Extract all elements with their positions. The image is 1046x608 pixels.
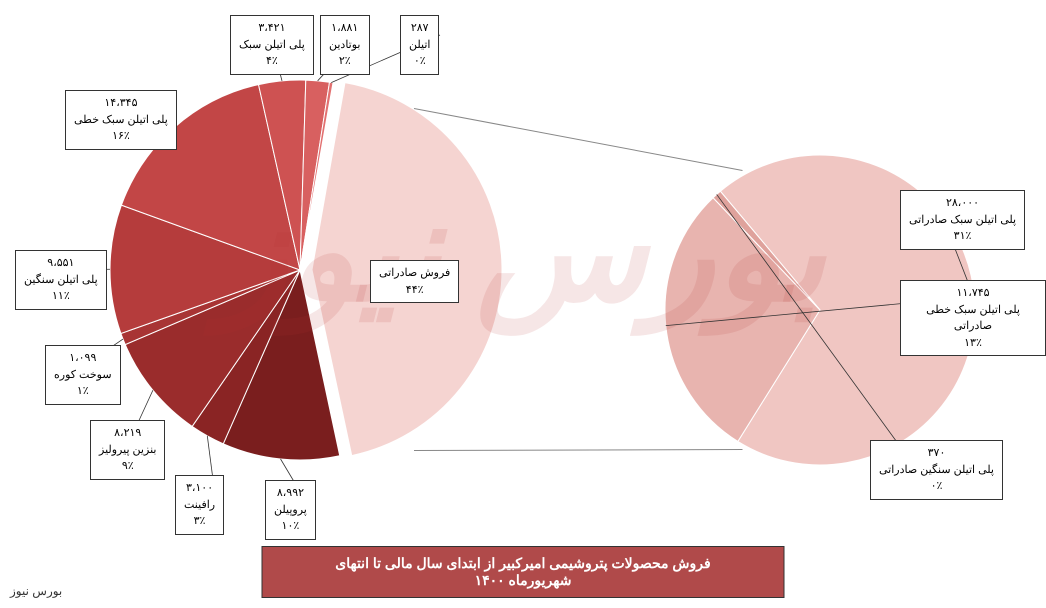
chart-label: ۳۷۰پلی اتیلن سنگین صادراتی۰٪	[870, 440, 1003, 500]
chart-label: ۱۴،۳۴۵پلی اتیلن سبک خطی۱۶٪	[65, 90, 177, 150]
chart-label: ۲۸۷اتیلن۰٪	[400, 15, 439, 75]
chart-label: ۳،۴۲۱پلی اتیلن سبک۴٪	[230, 15, 314, 75]
chart-container: بورس نیوز فروش صادراتی۴۴٪۸،۹۹۲پروپیلن۱۰٪…	[0, 0, 1046, 560]
chart-label: ۳،۱۰۰رافینت۳٪	[175, 475, 224, 535]
chart-label: ۲۸،۰۰۰پلی اتیلن سبک صادراتی۳۱٪	[900, 190, 1025, 250]
chart-title: فروش محصولات پتروشیمی امیرکبیر از ابتدای…	[262, 546, 785, 598]
chart-label: ۱،۸۸۱بوتادین۲٪	[320, 15, 370, 75]
source-text: بورس نیوز	[10, 584, 62, 598]
chart-label: ۸،۲۱۹بنزین پیرولیز۹٪	[90, 420, 165, 480]
chart-label: ۱۱،۷۴۵پلی اتیلن سبک خطی صادراتی۱۳٪	[900, 280, 1046, 356]
chart-label: ۹،۵۵۱پلی اتیلن سنگین۱۱٪	[15, 250, 107, 310]
chart-label: فروش صادراتی۴۴٪	[370, 260, 459, 303]
chart-label: ۸،۹۹۲پروپیلن۱۰٪	[265, 480, 316, 540]
chart-label: ۱،۰۹۹سوخت کوره۱٪	[45, 345, 121, 405]
